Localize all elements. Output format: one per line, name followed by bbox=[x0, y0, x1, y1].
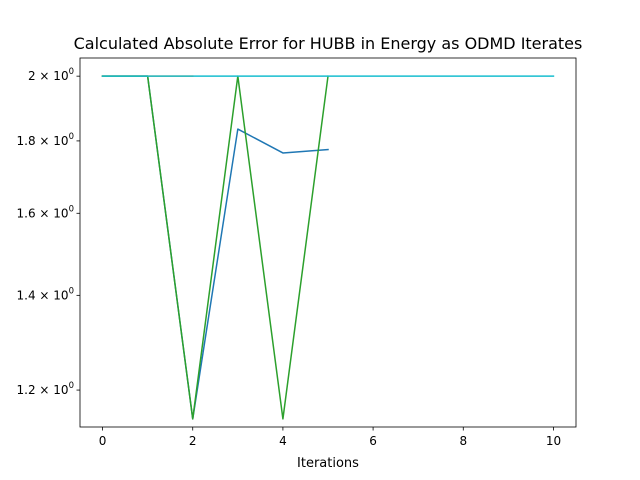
axes: 0 2 4 6 8 10 1.2 × 100 1.4 × 100 1.6 × 100 1.8 × … bbox=[17, 57, 577, 448]
x-tick-label: 0 bbox=[99, 434, 107, 448]
x-axis-label: Iterations bbox=[297, 456, 359, 471]
y-tick-label: 1.8 × 100 bbox=[17, 132, 74, 148]
y-tick-label: 1.6 × 100 bbox=[17, 204, 74, 220]
y-tick-label: 1.4 × 100 bbox=[17, 286, 74, 302]
chart-title: Calculated Absolute Error for HUBB in En… bbox=[74, 34, 583, 53]
x-tick-label: 8 bbox=[459, 434, 467, 448]
plot-area bbox=[101, 75, 555, 420]
y-tick-label: 2 × 100 bbox=[28, 67, 74, 83]
x-tick-label: 10 bbox=[546, 434, 561, 448]
x-tick-label: 2 bbox=[189, 434, 197, 448]
x-tick-label: 6 bbox=[369, 434, 377, 448]
x-tick-label: 4 bbox=[279, 434, 287, 448]
axes-frame bbox=[79, 57, 577, 428]
y-tick-label: 1.2 × 100 bbox=[17, 381, 74, 397]
